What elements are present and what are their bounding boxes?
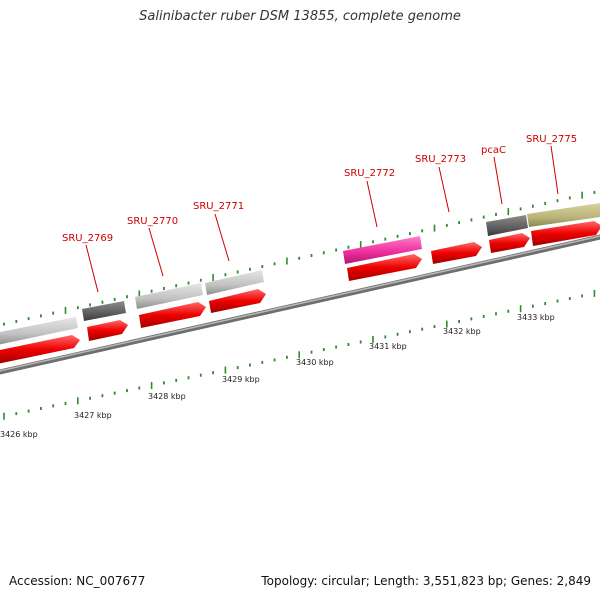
gene-label-sru-2769: SRU_2769 [62, 233, 113, 244]
leader-line [85, 244, 99, 293]
gene-label-sru-2772: SRU_2772 [344, 168, 395, 179]
genome-summary-text: Topology: circular; Length: 3,551,823 bp… [261, 574, 591, 588]
leader-line [438, 166, 450, 213]
axis-label: 3426 kbp [0, 430, 38, 439]
accession-text: Accession: NC_007677 [9, 574, 146, 588]
leader-line [493, 156, 503, 205]
axis-label: 3431 kbp [369, 342, 407, 351]
cds-arrow [347, 254, 422, 281]
cds-track [0, 221, 600, 364]
genome-backbone [0, 234, 600, 375]
axis-label: 3433 kbp [517, 313, 555, 322]
genome-backbone-highlight [0, 235, 600, 372]
leader-line [148, 227, 164, 277]
cds-arrow [431, 242, 482, 264]
leader-line [214, 213, 230, 262]
leader-line [550, 145, 559, 195]
axis-label: 3427 kbp [74, 411, 112, 420]
axis-label: 3428 kbp [148, 392, 186, 401]
feature-gene-sru-2770 [135, 283, 203, 309]
inner-tick-track [3, 289, 596, 420]
axis-label: 3430 kbp [296, 358, 334, 367]
cds-arrow [489, 233, 530, 253]
cds-arrow [87, 320, 128, 341]
gene-label-pcac: pcaC [481, 145, 506, 156]
cds-arrow [209, 289, 266, 313]
feature-track [0, 203, 600, 345]
cds-arrow [139, 302, 206, 328]
axis-label: 3429 kbp [222, 375, 260, 384]
map-title: Salinibacter ruber DSM 13855, complete g… [139, 9, 461, 24]
gene-labels: SRU_2769 SRU_2770 SRU_2771 SRU_2772 SRU_… [62, 134, 577, 244]
feature-gene-sru-2771 [205, 270, 264, 295]
gene-label-sru-2770: SRU_2770 [127, 216, 178, 227]
axis-labels: 3426 kbp 3427 kbp 3428 kbp 3429 kbp 3430… [0, 313, 555, 439]
feature-gene-sru-2775 [527, 203, 600, 227]
feature-gene-sru-2769 [82, 301, 126, 321]
leader-line [366, 180, 378, 228]
feature-gene-sru-2772 [343, 236, 422, 264]
gene-label-sru-2773: SRU_2773 [415, 154, 466, 165]
axis-label: 3432 kbp [443, 327, 481, 336]
gene-label-sru-2771: SRU_2771 [193, 201, 244, 212]
feature-gene-left [0, 317, 78, 345]
gene-label-lines [85, 145, 559, 293]
cds-arrow [531, 221, 600, 246]
cds-arrow [0, 335, 80, 364]
gene-label-sru-2775: SRU_2775 [526, 134, 577, 145]
feature-gene-pcac [486, 215, 528, 236]
